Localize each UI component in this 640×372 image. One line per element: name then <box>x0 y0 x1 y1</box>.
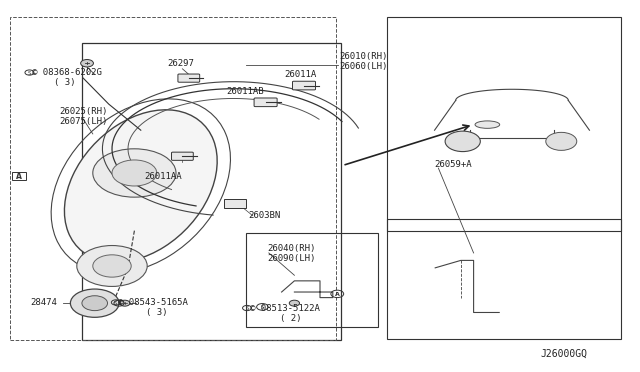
Text: © 08513-5122A: © 08513-5122A <box>250 304 319 312</box>
Circle shape <box>93 149 176 197</box>
Bar <box>387 17 621 231</box>
Circle shape <box>289 300 300 306</box>
Circle shape <box>112 160 157 186</box>
Text: 26075(LH): 26075(LH) <box>60 117 108 126</box>
Text: 26025(RH): 26025(RH) <box>60 107 108 116</box>
Text: S: S <box>114 301 118 306</box>
FancyBboxPatch shape <box>178 74 200 82</box>
Circle shape <box>81 60 93 67</box>
Bar <box>246 232 378 327</box>
Text: S: S <box>260 305 264 310</box>
Text: 26011A: 26011A <box>285 70 317 79</box>
Bar <box>387 219 621 339</box>
Text: © 08543-5165A: © 08543-5165A <box>118 298 188 307</box>
Text: S: S <box>117 301 121 307</box>
Circle shape <box>445 131 481 151</box>
Circle shape <box>120 300 130 306</box>
Text: 26060(LH): 26060(LH) <box>339 62 388 71</box>
Circle shape <box>70 289 119 317</box>
Circle shape <box>82 296 108 311</box>
Ellipse shape <box>475 121 500 128</box>
FancyBboxPatch shape <box>292 81 316 90</box>
Bar <box>10 17 336 340</box>
Text: 26090(LH): 26090(LH) <box>268 254 316 263</box>
Bar <box>12 172 26 180</box>
Text: ( 2): ( 2) <box>280 314 301 323</box>
Bar <box>82 43 341 340</box>
Text: J26000GQ: J26000GQ <box>541 349 588 359</box>
Text: A: A <box>15 172 22 181</box>
Bar <box>224 199 246 208</box>
Text: S: S <box>28 71 31 76</box>
Circle shape <box>77 246 147 286</box>
FancyBboxPatch shape <box>254 98 277 107</box>
Circle shape <box>93 255 131 277</box>
Text: 28474: 28474 <box>31 298 58 307</box>
Text: 26297: 26297 <box>168 59 195 68</box>
Text: 26010(RH): 26010(RH) <box>339 52 388 61</box>
FancyBboxPatch shape <box>172 152 193 160</box>
Text: S: S <box>245 306 249 311</box>
Text: 26059+A: 26059+A <box>434 160 472 169</box>
Ellipse shape <box>65 110 217 262</box>
Circle shape <box>546 132 577 150</box>
Text: 26040(RH): 26040(RH) <box>268 244 316 253</box>
Text: 26011AA: 26011AA <box>144 172 182 181</box>
Text: © 08368-6202G: © 08368-6202G <box>32 68 102 77</box>
Text: ( 3): ( 3) <box>54 78 76 87</box>
Text: 2603BN: 2603BN <box>248 211 280 219</box>
Text: ( 3): ( 3) <box>146 308 168 317</box>
Text: 26011AB: 26011AB <box>226 87 264 96</box>
Text: A: A <box>335 292 340 297</box>
